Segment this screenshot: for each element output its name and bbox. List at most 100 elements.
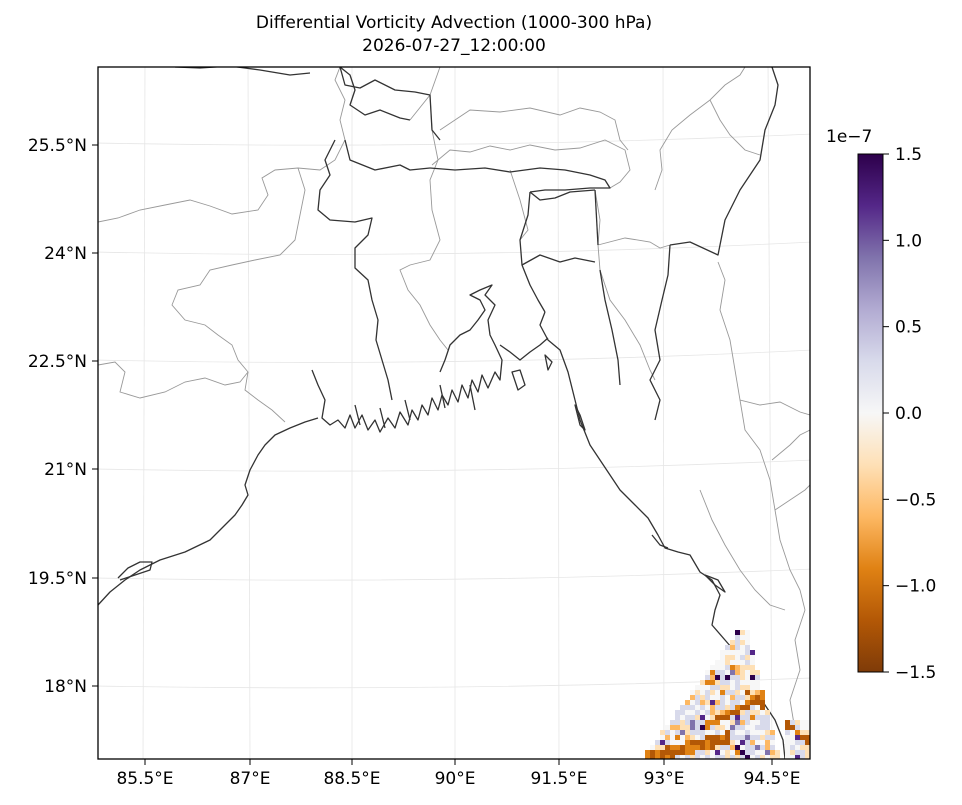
field-cell	[725, 700, 730, 705]
field-cell	[790, 755, 795, 759]
field-cell	[705, 695, 710, 700]
field-cell	[755, 725, 760, 730]
field-cell	[740, 725, 745, 730]
lon-tick-label: 85.5°E	[116, 769, 173, 789]
field-cell	[710, 670, 715, 675]
field-cell	[790, 750, 795, 755]
field-cell	[740, 665, 745, 670]
field-cell	[740, 690, 745, 695]
field-cell	[685, 705, 690, 710]
field-cell	[755, 755, 760, 759]
field-cell	[745, 735, 750, 740]
field-cell	[725, 725, 730, 730]
field-cell	[765, 745, 770, 750]
field-cell	[740, 700, 745, 705]
map-subtitle: 2026-07-27_12:00:00	[362, 36, 546, 56]
field-cell	[660, 755, 665, 759]
field-cell	[730, 700, 735, 705]
field-cell	[785, 740, 790, 745]
field-cell	[745, 730, 750, 735]
colorbar-ticks: 1.5 1.0 0.5 0.0 −0.5 −1.0 −1.5	[883, 145, 936, 683]
field-cell	[715, 715, 720, 720]
field-cell	[760, 740, 765, 745]
field-cell	[690, 695, 695, 700]
map-title: Differential Vorticity Advection (1000-3…	[255, 13, 653, 33]
field-cell	[695, 750, 700, 755]
field-cell	[655, 740, 660, 745]
field-cell	[690, 750, 695, 755]
field-cell	[710, 665, 715, 670]
field-cell	[735, 670, 740, 675]
field-cell	[760, 720, 765, 725]
field-cell	[720, 695, 725, 700]
field-cell	[755, 730, 760, 735]
field-cell	[720, 725, 725, 730]
field-cell	[755, 690, 760, 695]
field-cell	[690, 755, 695, 759]
field-cell	[695, 690, 700, 695]
field-cell	[690, 715, 695, 720]
field-cell	[700, 745, 705, 750]
field-cell	[715, 680, 720, 685]
field-cell	[730, 750, 735, 755]
field-cell	[725, 705, 730, 710]
field-cell	[760, 690, 765, 695]
field-cell	[720, 700, 725, 705]
field-cell	[715, 710, 720, 715]
lon-tick-label: 87°E	[230, 769, 271, 789]
field-cell	[715, 735, 720, 740]
field-cell	[645, 755, 650, 759]
field-cell	[680, 755, 685, 759]
field-cell	[755, 700, 760, 705]
field-cell	[775, 755, 780, 759]
field-cell	[680, 745, 685, 750]
field-cell	[675, 730, 680, 735]
field-cell	[700, 725, 705, 730]
colorbar-tick-label: −1.0	[895, 577, 936, 597]
field-cell	[690, 725, 695, 730]
field-cell	[720, 670, 725, 675]
field-cell	[730, 680, 735, 685]
field-cell	[710, 695, 715, 700]
field-cell	[710, 675, 715, 680]
field-cell	[660, 740, 665, 745]
field-cell	[725, 720, 730, 725]
field-cell	[745, 720, 750, 725]
field-cell	[710, 740, 715, 745]
field-cell	[710, 710, 715, 715]
field-cell	[745, 660, 750, 665]
field-cell	[745, 630, 750, 635]
field-cell	[680, 705, 685, 710]
field-cell	[735, 715, 740, 720]
field-cell	[740, 720, 745, 725]
field-cell	[705, 680, 710, 685]
field-cell	[755, 740, 760, 745]
field-cell	[665, 735, 670, 740]
field-cell	[725, 740, 730, 745]
field-cell	[690, 740, 695, 745]
field-cell	[715, 705, 720, 710]
field-cell	[735, 630, 740, 635]
vorticity-field	[645, 630, 810, 759]
field-cell	[680, 735, 685, 740]
field-cell	[695, 740, 700, 745]
field-cell	[710, 715, 715, 720]
field-cell	[750, 755, 755, 759]
field-cell	[735, 665, 740, 670]
field-cell	[645, 750, 650, 755]
field-cell	[740, 755, 745, 759]
field-cell	[685, 750, 690, 755]
lon-tick-label: 94.5°E	[743, 769, 800, 789]
field-cell	[760, 695, 765, 700]
field-cell	[710, 745, 715, 750]
field-cell	[740, 710, 745, 715]
field-cell	[685, 735, 690, 740]
field-cell	[720, 685, 725, 690]
field-cell	[795, 735, 800, 740]
field-cell	[715, 700, 720, 705]
colorbar-tick-label: 0.5	[895, 318, 922, 338]
field-cell	[705, 715, 710, 720]
lat-tick-label: 18°N	[44, 677, 87, 697]
field-cell	[700, 685, 705, 690]
field-cell	[710, 700, 715, 705]
